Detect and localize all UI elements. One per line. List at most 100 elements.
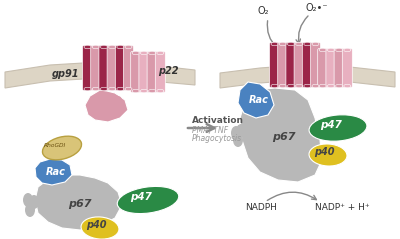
FancyBboxPatch shape xyxy=(139,51,149,92)
Ellipse shape xyxy=(236,124,246,138)
Text: O₂•⁻: O₂•⁻ xyxy=(305,3,328,13)
Ellipse shape xyxy=(132,89,139,93)
Text: Rac: Rac xyxy=(46,167,66,177)
Ellipse shape xyxy=(271,84,278,88)
Text: Rac: Rac xyxy=(249,95,269,105)
Ellipse shape xyxy=(344,48,351,52)
FancyBboxPatch shape xyxy=(270,43,280,87)
Polygon shape xyxy=(220,65,395,88)
Ellipse shape xyxy=(319,84,326,88)
FancyBboxPatch shape xyxy=(310,43,320,87)
Ellipse shape xyxy=(23,193,33,207)
FancyBboxPatch shape xyxy=(107,45,117,91)
Ellipse shape xyxy=(81,217,119,239)
Text: p47: p47 xyxy=(320,120,342,130)
Ellipse shape xyxy=(97,104,109,114)
Ellipse shape xyxy=(279,42,286,46)
Polygon shape xyxy=(238,82,274,118)
Text: NADPH: NADPH xyxy=(245,203,277,212)
Ellipse shape xyxy=(109,87,116,91)
Polygon shape xyxy=(5,62,195,88)
FancyBboxPatch shape xyxy=(91,45,101,91)
Ellipse shape xyxy=(140,51,147,55)
FancyBboxPatch shape xyxy=(286,43,296,87)
Ellipse shape xyxy=(110,96,122,104)
Ellipse shape xyxy=(327,84,334,88)
Polygon shape xyxy=(35,175,122,230)
FancyBboxPatch shape xyxy=(278,43,288,87)
Ellipse shape xyxy=(99,93,111,103)
FancyBboxPatch shape xyxy=(342,49,352,87)
Polygon shape xyxy=(240,88,322,182)
Text: Activation: Activation xyxy=(192,116,244,125)
Ellipse shape xyxy=(125,45,132,49)
Ellipse shape xyxy=(312,42,319,46)
FancyBboxPatch shape xyxy=(326,49,336,87)
Ellipse shape xyxy=(271,42,278,46)
Ellipse shape xyxy=(336,48,342,52)
Ellipse shape xyxy=(287,42,294,46)
Ellipse shape xyxy=(25,203,35,217)
Ellipse shape xyxy=(327,48,334,52)
FancyBboxPatch shape xyxy=(82,45,92,91)
Text: p22: p22 xyxy=(158,66,178,76)
Ellipse shape xyxy=(336,84,342,88)
Ellipse shape xyxy=(84,87,91,91)
Ellipse shape xyxy=(304,42,311,46)
Text: p67: p67 xyxy=(272,132,296,142)
FancyBboxPatch shape xyxy=(155,51,165,92)
FancyBboxPatch shape xyxy=(318,49,328,87)
Ellipse shape xyxy=(117,45,124,49)
Ellipse shape xyxy=(100,87,107,91)
Ellipse shape xyxy=(309,144,347,166)
Ellipse shape xyxy=(125,87,132,91)
Ellipse shape xyxy=(149,51,156,55)
FancyArrowPatch shape xyxy=(188,124,214,132)
Text: PMA, TNF: PMA, TNF xyxy=(192,126,228,135)
Ellipse shape xyxy=(92,87,99,91)
Ellipse shape xyxy=(231,126,241,140)
Ellipse shape xyxy=(279,84,286,88)
Ellipse shape xyxy=(233,133,243,147)
Ellipse shape xyxy=(42,136,82,160)
FancyBboxPatch shape xyxy=(99,45,109,91)
Ellipse shape xyxy=(149,89,156,93)
Ellipse shape xyxy=(157,51,164,55)
Ellipse shape xyxy=(157,89,164,93)
Ellipse shape xyxy=(319,48,326,52)
Ellipse shape xyxy=(92,45,99,49)
FancyBboxPatch shape xyxy=(124,45,134,91)
Text: gp91: gp91 xyxy=(52,69,80,79)
Text: p40: p40 xyxy=(314,147,334,157)
Ellipse shape xyxy=(296,42,303,46)
Ellipse shape xyxy=(117,87,124,91)
Ellipse shape xyxy=(344,84,351,88)
Text: O₂: O₂ xyxy=(258,6,270,16)
Ellipse shape xyxy=(140,89,147,93)
Ellipse shape xyxy=(108,102,120,110)
Text: p47: p47 xyxy=(130,192,152,202)
Polygon shape xyxy=(85,90,128,122)
Text: RhoGDI: RhoGDI xyxy=(44,143,66,148)
Ellipse shape xyxy=(287,84,294,88)
Ellipse shape xyxy=(304,84,311,88)
Text: p40: p40 xyxy=(86,220,106,230)
Ellipse shape xyxy=(296,84,303,88)
Ellipse shape xyxy=(312,84,319,88)
Ellipse shape xyxy=(117,186,179,214)
Ellipse shape xyxy=(29,195,39,209)
Ellipse shape xyxy=(100,45,107,49)
Ellipse shape xyxy=(84,45,91,49)
Text: p67: p67 xyxy=(68,199,92,209)
FancyBboxPatch shape xyxy=(147,51,157,92)
FancyBboxPatch shape xyxy=(334,49,344,87)
Ellipse shape xyxy=(109,45,116,49)
FancyBboxPatch shape xyxy=(115,45,125,91)
Ellipse shape xyxy=(132,51,139,55)
FancyBboxPatch shape xyxy=(131,51,141,92)
Text: NADP⁺ + H⁺: NADP⁺ + H⁺ xyxy=(315,203,370,212)
Ellipse shape xyxy=(309,115,367,141)
FancyBboxPatch shape xyxy=(294,43,304,87)
FancyBboxPatch shape xyxy=(302,43,312,87)
Text: Phagocytosis: Phagocytosis xyxy=(192,134,242,143)
